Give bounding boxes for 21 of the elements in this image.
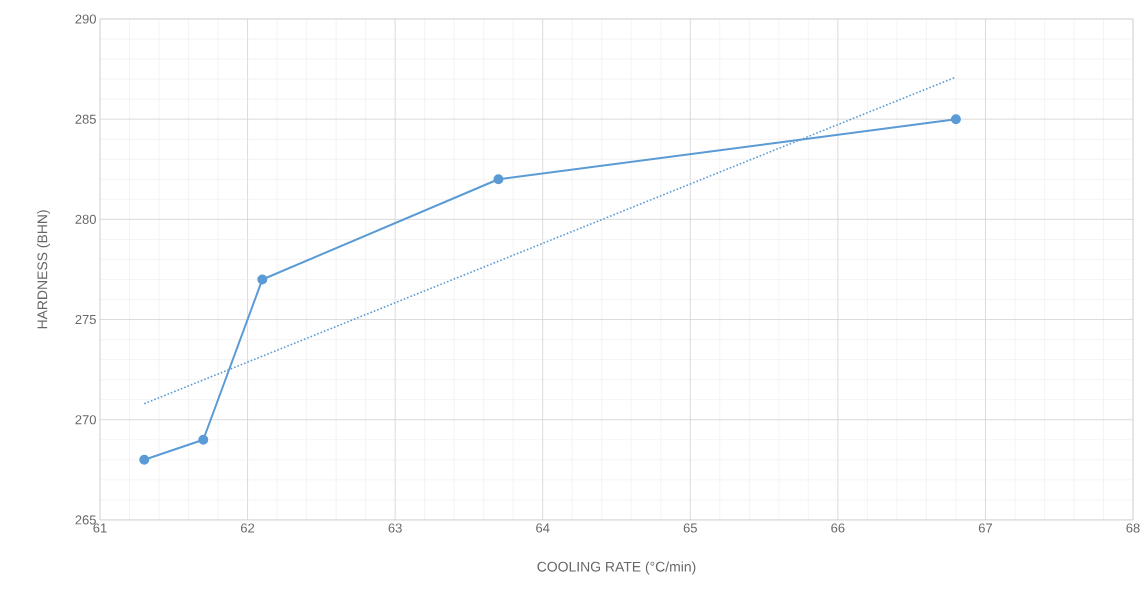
x-tick-label: 64 [536, 523, 550, 533]
y-tick-label: 280 [75, 214, 96, 224]
x-tick-label: 65 [683, 523, 697, 533]
point [139, 454, 150, 465]
y-axis-title: HARDNESS (BHN) [37, 210, 51, 329]
y-tick-label: 290 [75, 14, 96, 24]
x-tick-label: 66 [831, 523, 845, 533]
y-tick-label: 265 [75, 515, 96, 525]
point [198, 434, 209, 445]
x-axis-title: COOLING RATE (°C/min) [537, 561, 696, 575]
point [257, 274, 268, 285]
y-tick-label: 275 [75, 315, 96, 325]
point [493, 174, 504, 185]
y-tick-label: 270 [75, 415, 96, 425]
x-tick-label: 68 [1126, 523, 1140, 533]
x-tick-label: 62 [241, 523, 255, 533]
x-tick-label: 63 [388, 523, 402, 533]
y-tick-label: 285 [75, 114, 96, 124]
x-tick-label: 61 [93, 523, 107, 533]
point [950, 114, 961, 125]
x-tick-label: 67 [978, 523, 992, 533]
